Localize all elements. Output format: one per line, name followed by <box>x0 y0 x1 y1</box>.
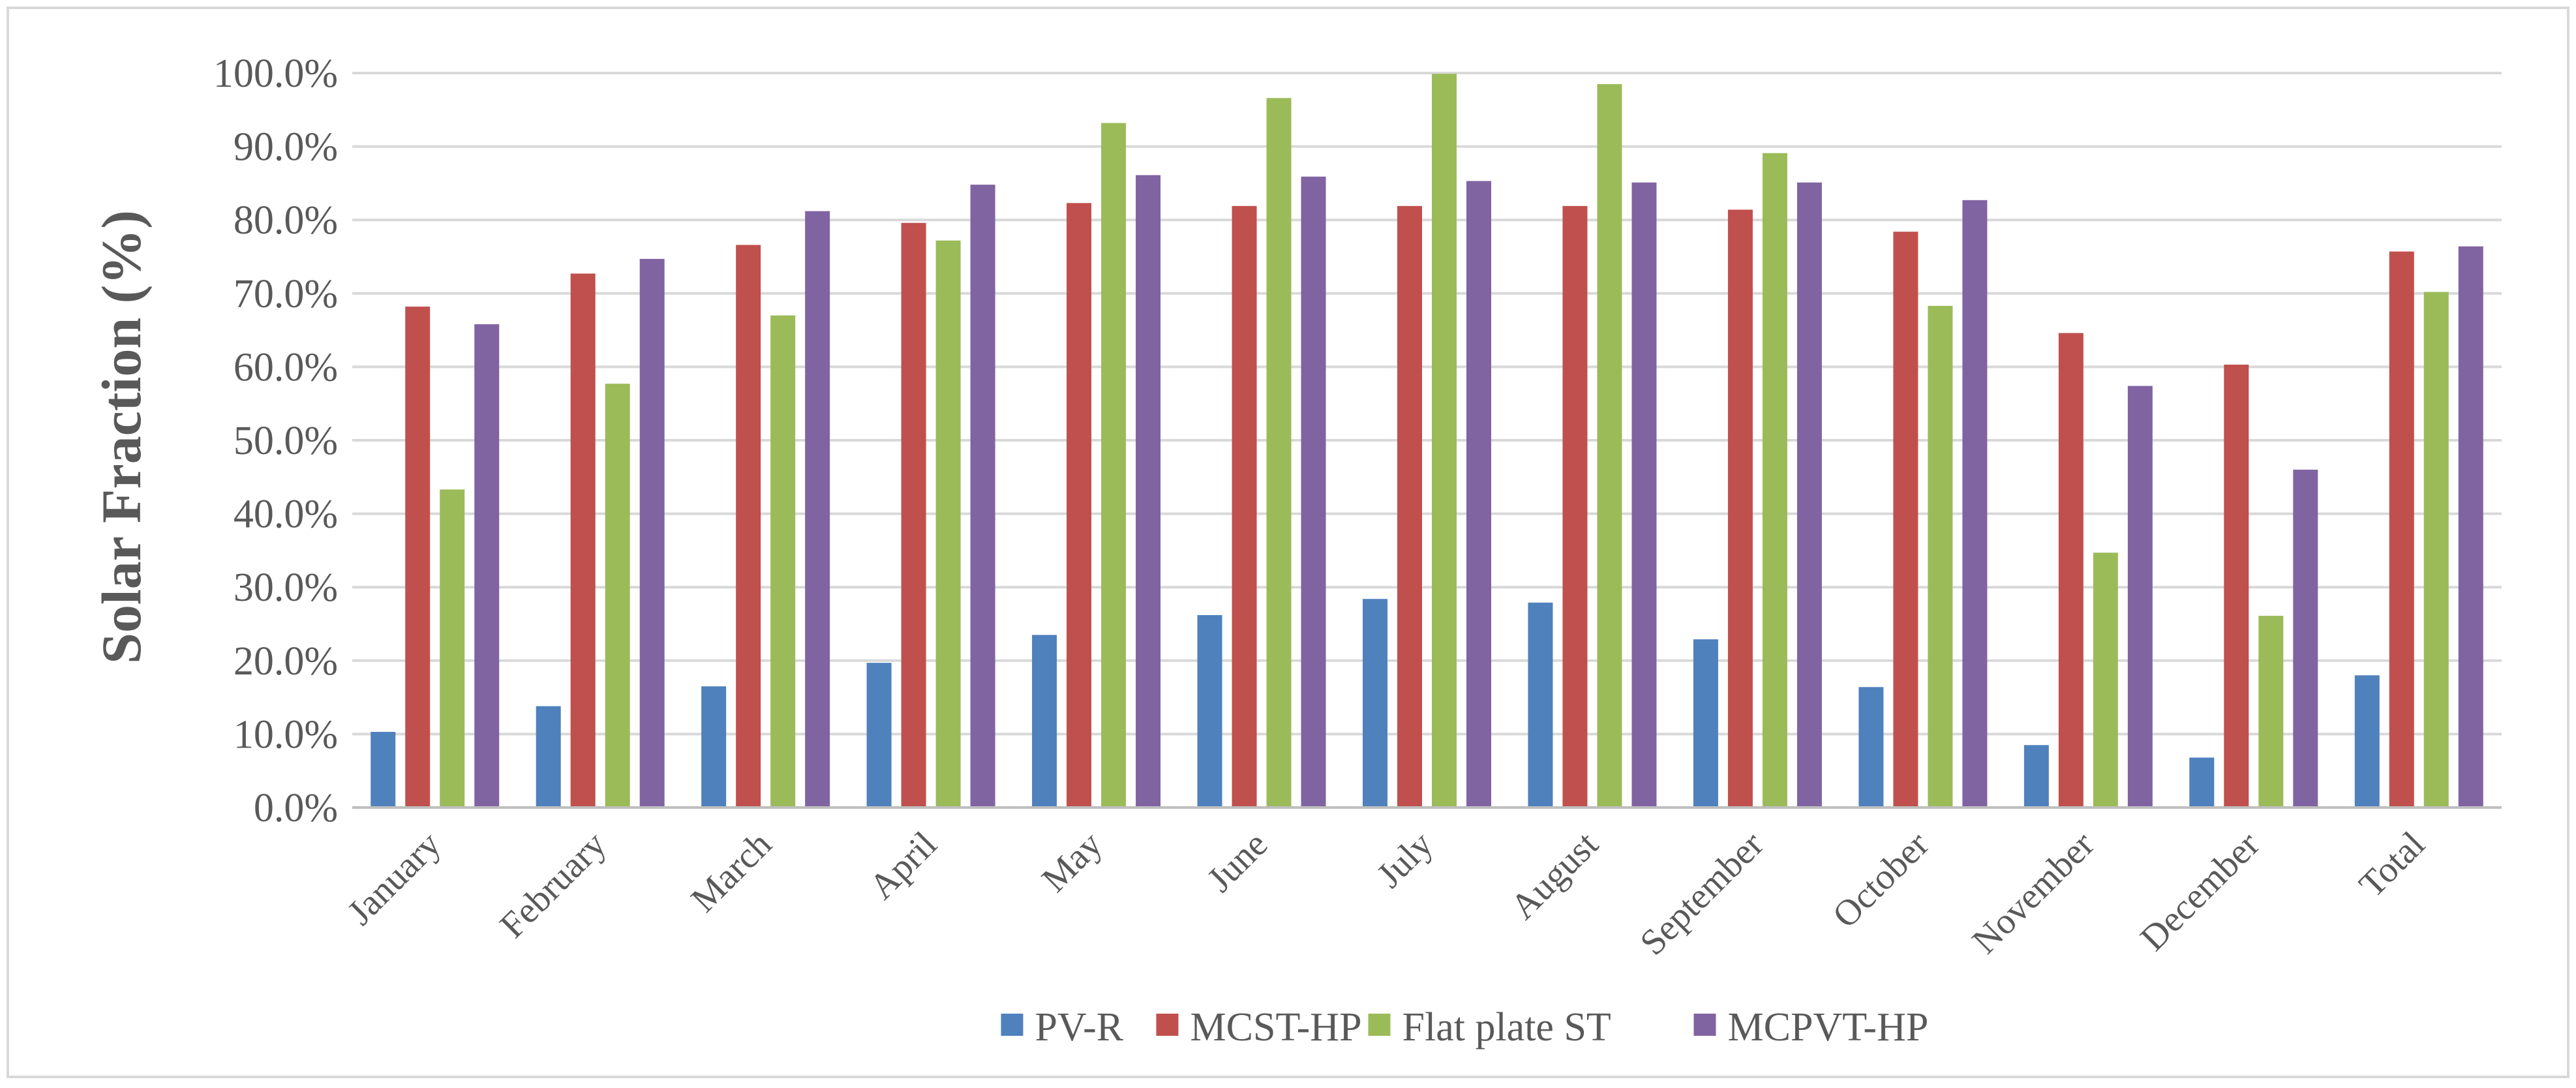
bar-mcst-hp-october <box>1893 232 1918 808</box>
bar-flat-plate-st-may <box>1101 123 1127 808</box>
bar-flat-plate-st-june <box>1266 98 1292 808</box>
bar-mcst-hp-july <box>1397 205 1422 808</box>
bar-pv-r-december <box>2189 757 2215 808</box>
y-tick-label: 80.0% <box>234 198 338 243</box>
y-tick-label: 20.0% <box>234 639 338 684</box>
bar-flat-plate-st-august <box>1597 83 1622 808</box>
y-tick-label: 50.0% <box>234 419 338 463</box>
bar-pv-r-january <box>371 732 396 808</box>
bars <box>371 74 2483 808</box>
bar-pv-r-august <box>1528 602 1553 808</box>
bar-flat-plate-st-march <box>770 315 796 808</box>
bar-mcst-hp-february <box>570 273 596 808</box>
legend-swatch <box>1001 1014 1023 1036</box>
bar-mcpvt-hp-august <box>1631 182 1657 808</box>
y-tick-label: 30.0% <box>234 566 338 610</box>
bar-mcpvt-hp-june <box>1301 176 1326 808</box>
bar-mcpvt-hp-september <box>1796 182 1822 808</box>
bar-pv-r-october <box>1858 687 1884 808</box>
bar-flat-plate-st-january <box>440 489 465 808</box>
bar-mcst-hp-january <box>405 307 431 808</box>
y-tick-label: 0.0% <box>254 786 338 830</box>
bar-flat-plate-st-july <box>1432 74 1457 808</box>
bar-pv-r-november <box>2023 745 2049 808</box>
bar-pv-r-september <box>1693 639 1718 808</box>
bar-mcpvt-hp-july <box>1466 181 1491 808</box>
bar-mcpvt-hp-december <box>2293 470 2318 808</box>
bar-flat-plate-st-november <box>2093 552 2118 808</box>
bar-mcst-hp-march <box>736 245 761 808</box>
bar-mcpvt-hp-may <box>1136 175 1161 808</box>
bar-pv-r-june <box>1197 614 1222 808</box>
bar-flat-plate-st-october <box>1928 305 1953 808</box>
bar-pv-r-february <box>536 706 561 808</box>
bar-mcpvt-hp-total <box>2458 246 2483 808</box>
y-tick-label: 40.0% <box>234 492 338 537</box>
bar-mcst-hp-september <box>1727 209 1753 808</box>
bar-pv-r-march <box>701 686 727 808</box>
y-tick-label: 100.0% <box>213 52 338 96</box>
bar-flat-plate-st-september <box>1762 153 1787 808</box>
legend-swatch <box>1368 1014 1391 1036</box>
legend-label: MCPVT-HP <box>1728 1005 1929 1050</box>
bar-mcst-hp-august <box>1562 205 1588 808</box>
y-tick-label: 70.0% <box>234 272 338 316</box>
bar-mcst-hp-may <box>1067 203 1092 808</box>
legend-label: MCST-HP <box>1190 1005 1362 1050</box>
bar-mcpvt-hp-april <box>970 185 995 808</box>
bar-mcpvt-hp-march <box>805 211 830 808</box>
legend-label: PV-R <box>1035 1005 1124 1050</box>
y-tick-label: 10.0% <box>234 712 338 757</box>
y-tick-label: 90.0% <box>234 125 338 170</box>
bar-pv-r-total <box>2354 675 2380 808</box>
bar-flat-plate-st-total <box>2423 292 2449 808</box>
bar-mcst-hp-november <box>2058 333 2084 808</box>
legend-label: Flat plate ST <box>1402 1005 1611 1050</box>
bar-mcpvt-hp-october <box>1962 200 1988 808</box>
legend-swatch <box>1156 1014 1179 1036</box>
y-axis-title: Solar Fraction (%) <box>90 210 153 664</box>
bar-mcpvt-hp-january <box>474 324 500 808</box>
bar-pv-r-july <box>1363 599 1387 808</box>
bar-mcpvt-hp-november <box>2127 385 2153 808</box>
bar-mcst-hp-december <box>2224 365 2249 808</box>
bar-mcpvt-hp-february <box>639 258 665 808</box>
legend: PV-R MCST-HP Flat plate ST MCPVT-HP <box>1001 1005 1929 1050</box>
y-tick-label: 60.0% <box>234 345 338 389</box>
bar-pv-r-may <box>1032 635 1057 808</box>
bar-mcst-hp-june <box>1232 205 1257 808</box>
bar-flat-plate-st-february <box>605 384 630 808</box>
bar-mcst-hp-april <box>901 222 926 808</box>
bar-flat-plate-st-april <box>935 240 961 808</box>
bar-pv-r-april <box>866 663 892 808</box>
bar-mcst-hp-total <box>2389 251 2414 808</box>
bar-flat-plate-st-december <box>2258 616 2284 808</box>
legend-swatch <box>1693 1014 1716 1036</box>
